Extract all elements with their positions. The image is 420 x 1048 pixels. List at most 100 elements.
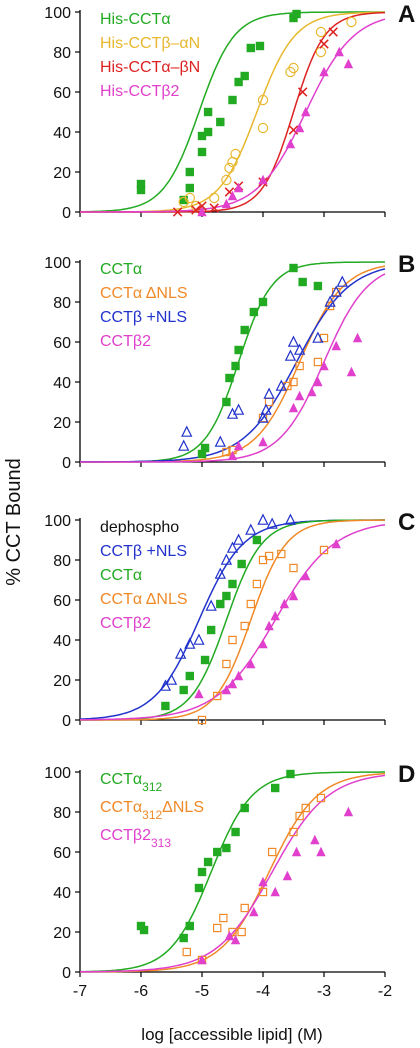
y-tick-label: 100 <box>44 765 71 782</box>
y-tick-label: 0 <box>62 713 71 730</box>
y-tick-label: 100 <box>44 513 71 530</box>
y-tick-label: 80 <box>53 45 71 62</box>
x-axis-label: log [accessible lipid] (M) <box>141 1025 322 1044</box>
data-point <box>222 591 231 601</box>
data-point <box>234 77 243 87</box>
data-point <box>246 599 255 609</box>
legend-text: CCTβ +NLS <box>100 309 187 326</box>
data-point <box>228 95 237 105</box>
y-tick-label: 60 <box>53 85 71 102</box>
series-points <box>197 545 329 725</box>
data-point <box>284 513 297 525</box>
data-point <box>319 66 329 77</box>
legend-entry: His-CCTα <box>100 11 171 28</box>
legend-text: CCTα ΔNLS <box>100 591 188 608</box>
legend-text: His-CCTα–βN <box>100 59 200 76</box>
legend-entry: CCTβ +NLS <box>100 543 187 560</box>
legend-text: His-CCTβ–αN <box>100 35 200 52</box>
data-point <box>172 207 183 217</box>
y-tick-label: 40 <box>53 885 71 902</box>
data-point <box>264 620 274 631</box>
data-point <box>197 867 207 877</box>
data-point <box>270 610 280 621</box>
data-point <box>181 425 193 437</box>
legend-entry: CCTβ +NLS <box>100 309 187 326</box>
data-point <box>289 377 298 387</box>
y-tick-label: 60 <box>53 845 71 862</box>
y-tick-label: 60 <box>53 335 71 352</box>
data-point <box>352 332 363 343</box>
data-point <box>298 277 307 287</box>
data-point <box>208 192 220 204</box>
legend-entry: dephospho <box>100 519 179 536</box>
data-point <box>197 954 207 965</box>
y-tick-label: 80 <box>53 805 71 822</box>
data-point <box>193 633 205 645</box>
data-point <box>230 934 241 945</box>
data-point <box>257 94 269 106</box>
data-point <box>313 376 323 387</box>
fit-curve <box>79 771 385 973</box>
data-point <box>301 570 311 581</box>
legend-text: CCTα ΔNLS <box>100 285 188 302</box>
data-point <box>313 357 323 367</box>
legend-text: CCTα <box>100 261 142 278</box>
data-point <box>258 297 268 307</box>
data-point <box>194 688 204 699</box>
data-point <box>240 803 249 813</box>
data-point <box>324 295 336 307</box>
data-point <box>328 27 338 37</box>
y-tick-label: 40 <box>53 633 71 650</box>
data-point <box>346 366 357 377</box>
data-point <box>228 579 237 589</box>
data-point <box>307 386 317 397</box>
data-point <box>264 551 274 561</box>
data-point <box>285 138 296 149</box>
y-tick-label: 40 <box>53 375 71 392</box>
data-point <box>257 122 269 134</box>
data-point <box>266 517 278 529</box>
legend-text: CCTβ2 <box>100 615 151 632</box>
data-point <box>313 281 323 291</box>
legend-entry: His-CCTβ2 <box>100 83 180 100</box>
data-point <box>203 857 213 867</box>
x-tick-label: -6 <box>134 983 148 1000</box>
x-tick-label: -3 <box>317 983 331 1000</box>
data-point <box>291 846 302 857</box>
data-point <box>231 827 240 837</box>
fit-curve <box>79 11 385 213</box>
data-point <box>267 847 277 857</box>
series-points <box>178 275 348 451</box>
data-point <box>232 533 245 545</box>
data-point <box>237 559 246 569</box>
fit-curve <box>80 519 385 721</box>
series-points <box>197 806 354 965</box>
legend-entry: His-CCTα–βN <box>100 59 200 76</box>
data-point <box>246 43 255 53</box>
data-point <box>214 567 226 579</box>
legend: His-CCTα His-CCTβ–αN His-CCTα–βN His-CCTβ2 <box>100 11 200 100</box>
data-point <box>197 449 207 459</box>
panel-label: B <box>398 251 415 278</box>
data-point <box>214 435 226 447</box>
data-point <box>263 387 275 399</box>
data-point <box>216 117 225 127</box>
legend-text: CCTα <box>100 771 142 788</box>
data-point <box>225 373 234 383</box>
legend-entry: CCTα312 <box>100 771 162 794</box>
legend-text: CCTβ2 <box>100 333 151 350</box>
data-point <box>161 701 170 711</box>
data-point <box>197 147 207 157</box>
data-point <box>288 402 299 413</box>
data-point <box>224 930 235 941</box>
data-point <box>246 658 256 669</box>
data-point <box>197 201 207 211</box>
legend-entry: CCTα ΔNLS <box>100 285 188 302</box>
legend-text: CCTβ2 <box>100 827 151 844</box>
data-point <box>336 275 348 287</box>
series-points <box>136 769 295 943</box>
